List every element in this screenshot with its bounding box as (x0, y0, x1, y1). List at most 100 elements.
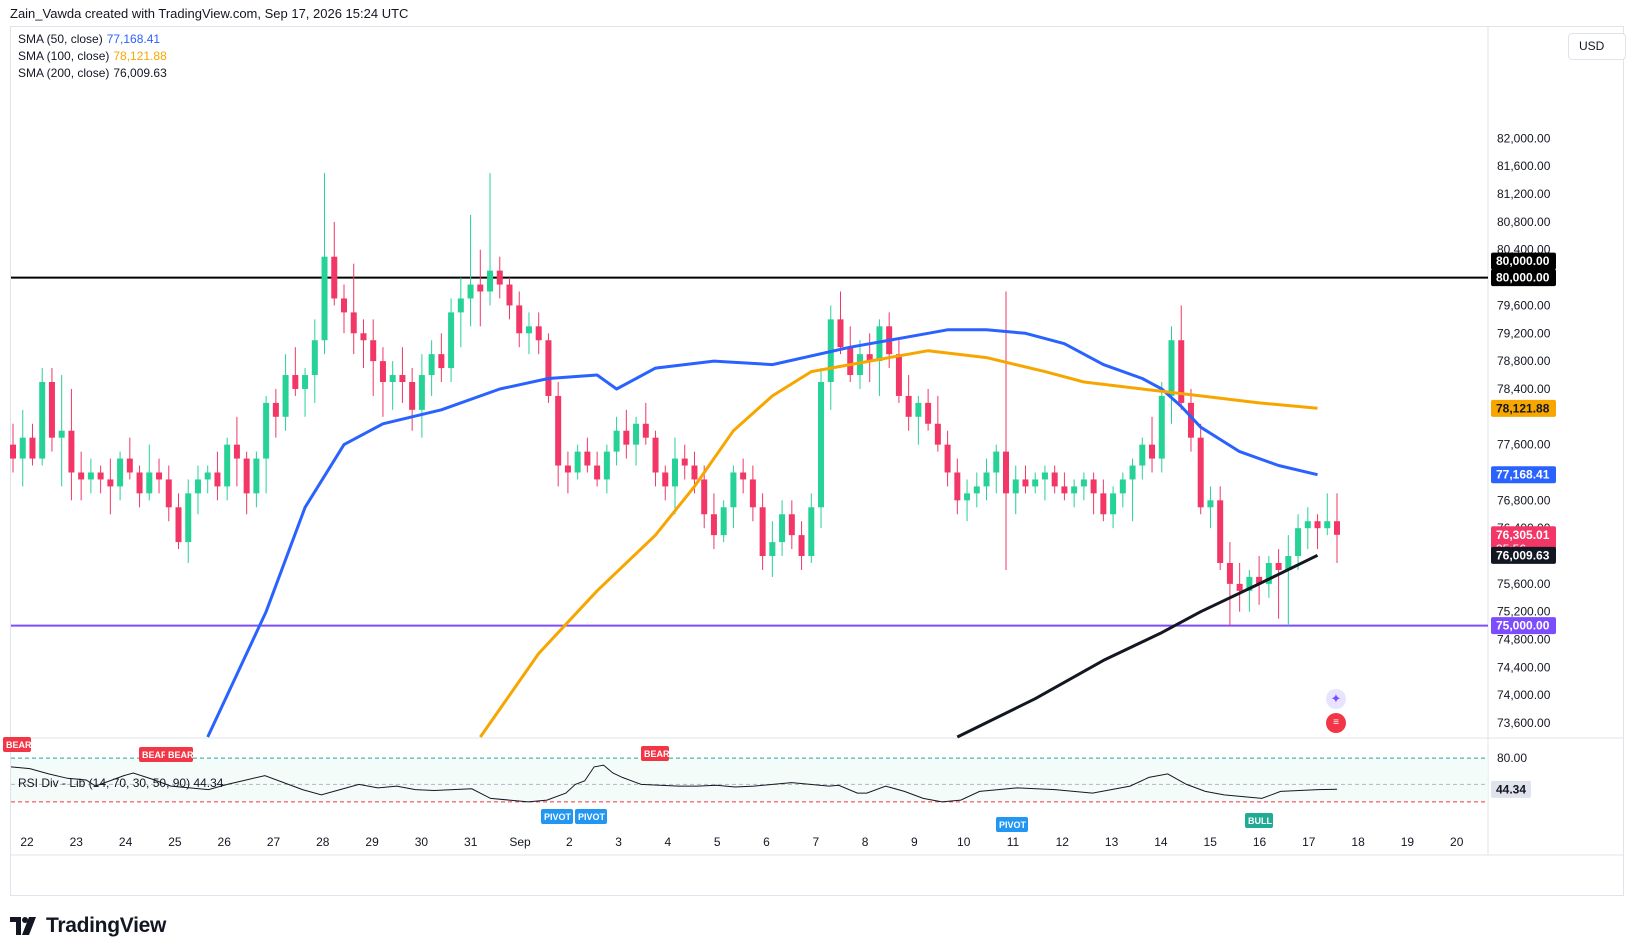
y-tick-label: 74,800.00 (1497, 633, 1551, 647)
x-tick-label: 23 (70, 835, 84, 849)
y-tick-label: 81,200.00 (1497, 187, 1551, 201)
candle-body (214, 472, 221, 487)
candle-body (39, 382, 46, 459)
price-tag-bg (1491, 269, 1556, 287)
price-tag-label: 80,000.00 (1496, 271, 1550, 285)
candle-body (555, 395, 562, 466)
candle-body (964, 493, 971, 501)
candle-body (1080, 479, 1087, 487)
x-tick-label: 5 (714, 835, 721, 849)
candle-body (1334, 521, 1340, 535)
x-tick-label: 7 (812, 835, 819, 849)
candle-body (759, 507, 766, 557)
tradingview-logo[interactable]: TradingView (10, 914, 166, 938)
price-tag-label: 78,121.88 (1496, 401, 1550, 415)
candle-body (78, 472, 85, 480)
chart-canvas[interactable]: 82,000.0081,600.0081,200.0080,800.0080,4… (0, 0, 1634, 900)
candle-body (1022, 479, 1029, 487)
x-tick-label: 8 (862, 835, 869, 849)
candle-body (360, 333, 367, 341)
logo-text: TradingView (46, 914, 167, 937)
candle-body (1090, 479, 1097, 494)
x-tick-label: 4 (665, 835, 672, 849)
candle-body (895, 354, 902, 396)
candle-body (856, 354, 863, 376)
chart-credit: Zain_Vawda created with TradingView.com,… (10, 6, 409, 21)
candle-body (302, 375, 309, 389)
us-flag-icon[interactable]: ≡ (1326, 713, 1346, 733)
candle-body (428, 354, 435, 376)
marker-bg (541, 809, 573, 824)
rsi-value-tag-bg (1491, 780, 1531, 798)
rsi-legend[interactable]: RSI Div - Lib (14, 70, 30, 50, 90) 44.34 (18, 776, 223, 790)
marker-bg (139, 747, 167, 762)
candle-body (117, 458, 124, 487)
rsi-marker-pivot: PIVOT (575, 809, 607, 824)
candle-body (701, 479, 708, 515)
currency-button[interactable]: USD (1568, 33, 1626, 60)
candle-body (1129, 465, 1136, 480)
price-tag-bg (1491, 466, 1556, 484)
candle-body (749, 479, 756, 508)
price-tag[interactable]: 80,000.00 (1491, 269, 1556, 287)
candle-body (798, 535, 805, 557)
x-tick-label: Sep (509, 835, 531, 849)
price-tag[interactable]: 76,009.63 (1491, 546, 1556, 564)
legend-label: SMA (100, close) (18, 49, 110, 63)
candle-body (1110, 493, 1117, 515)
price-tag[interactable]: 77,168.41 (1491, 466, 1556, 484)
x-tick-label: 20 (1450, 835, 1464, 849)
price-tag-label: 75,000.00 (1496, 619, 1550, 633)
price-tag[interactable]: 78,121.88 (1491, 399, 1556, 417)
candle-body (1226, 562, 1233, 584)
x-tick-label: 10 (957, 835, 971, 849)
sma-line (479, 349, 1318, 738)
marker-label: BULL (1248, 816, 1272, 826)
candle-body (136, 472, 143, 494)
price-tag-bg (1491, 617, 1556, 635)
rsi-line (10, 764, 1338, 803)
legend-sma-50[interactable]: SMA (50, close) 77,168.41 (18, 32, 160, 46)
legend-sma-100[interactable]: SMA (100, close) 78,121.88 (18, 49, 167, 63)
y-tick-label: 75,600.00 (1497, 577, 1551, 591)
x-tick-label: 26 (218, 835, 232, 849)
candle-body (720, 507, 727, 536)
marker-bg (165, 747, 193, 762)
x-tick-label: 28 (316, 835, 330, 849)
rsi-marker-bear: BEAR (641, 746, 670, 761)
candle-body (1003, 451, 1009, 494)
legend-label: SMA (50, close) (18, 32, 103, 46)
marker-bg (575, 809, 607, 824)
legend-sma-200[interactable]: SMA (200, close) 76,009.63 (18, 66, 167, 80)
sparkle-icon[interactable]: ✦ (1326, 689, 1346, 709)
x-tick-label: 16 (1253, 835, 1267, 849)
candle-body (272, 402, 279, 417)
candle-body (954, 472, 961, 501)
y-tick-label: 74,000.00 (1497, 688, 1551, 702)
marker-label: BEAR (644, 749, 670, 759)
x-tick-label: 24 (119, 835, 133, 849)
candle-body (175, 507, 182, 543)
rsi-legend-label: RSI Div - Lib (14, 70, 30, 50, 90) (18, 776, 191, 790)
candle-body (68, 430, 75, 473)
candle-body (224, 444, 231, 487)
candle-body (399, 375, 406, 382)
candle-body (1217, 500, 1224, 563)
candle-body (925, 402, 932, 424)
candle-body (681, 458, 688, 466)
candle-body (1071, 486, 1078, 494)
price-tag[interactable]: 75,000.00 (1491, 617, 1556, 635)
candle-body (788, 514, 795, 536)
y-tick-label: 79,200.00 (1497, 326, 1551, 340)
marker-label: PIVOT (544, 812, 572, 822)
legend-value: 78,121.88 (113, 49, 167, 63)
candle-body (574, 451, 581, 473)
rsi-legend-value: 44.34 (193, 776, 224, 790)
price-tag-bg (1491, 399, 1556, 417)
price-tag-bg (1491, 252, 1556, 270)
candle-body (973, 486, 980, 494)
y-tick-label: 80,800.00 (1497, 215, 1551, 229)
candle-body (448, 312, 455, 369)
candle-body (243, 458, 250, 494)
candle-body (866, 354, 873, 362)
